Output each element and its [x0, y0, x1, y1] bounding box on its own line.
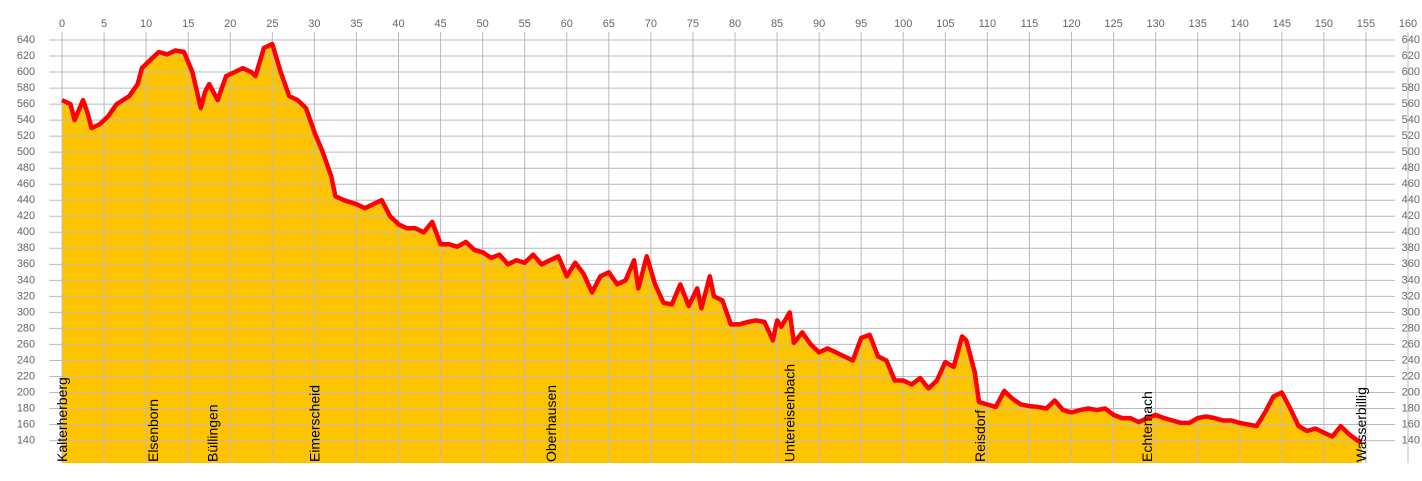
x-tick-label: 110 — [979, 18, 997, 30]
y-tick-label-right: 380 — [1402, 242, 1420, 254]
x-tick-label: 20 — [224, 18, 236, 30]
x-tick-label: 45 — [434, 18, 446, 30]
x-tick-label: 50 — [477, 18, 489, 30]
y-tick-label-right: 200 — [1402, 386, 1420, 398]
y-tick-label-right: 280 — [1402, 322, 1420, 334]
y-tick-label-right: 560 — [1402, 98, 1420, 110]
place-label: Kalterherberg — [54, 377, 70, 462]
x-tick-label: 30 — [308, 18, 320, 30]
y-tick-label: 580 — [17, 82, 35, 94]
y-tick-label: 620 — [17, 50, 35, 62]
y-tick-label: 140 — [17, 434, 35, 446]
y-tick-label-right: 180 — [1402, 402, 1420, 414]
x-tick-label: 160 — [1399, 18, 1417, 30]
y-tick-label: 400 — [17, 226, 35, 238]
x-tick-label: 0 — [59, 18, 65, 30]
y-tick-label-right: 580 — [1402, 82, 1420, 94]
y-tick-label-right: 460 — [1402, 178, 1420, 190]
y-tick-label: 280 — [17, 322, 35, 334]
y-tick-label: 180 — [17, 402, 35, 414]
x-tick-label: 140 — [1231, 18, 1249, 30]
x-tick-label: 40 — [392, 18, 404, 30]
y-tick-label: 360 — [17, 258, 35, 270]
x-tick-label: 150 — [1315, 18, 1333, 30]
place-label: Reisdorf — [972, 410, 988, 462]
y-tick-label: 540 — [17, 114, 35, 126]
y-tick-label-right: 480 — [1402, 162, 1420, 174]
place-label: Elsenborn — [145, 399, 161, 462]
x-tick-label: 75 — [687, 18, 699, 30]
y-tick-label-right: 400 — [1402, 226, 1420, 238]
x-tick-label: 70 — [645, 18, 657, 30]
place-label: Büllingen — [205, 404, 221, 462]
place-label: Wasserbillig — [1353, 387, 1369, 462]
x-tick-label: 55 — [519, 18, 531, 30]
y-tick-label: 460 — [17, 178, 35, 190]
x-tick-label: 80 — [729, 18, 741, 30]
place-label: Oberhausen — [543, 385, 559, 462]
x-tick-label: 135 — [1189, 18, 1207, 30]
y-tick-label: 600 — [17, 66, 35, 78]
y-tick-label: 640 — [17, 34, 35, 46]
y-tick-label: 300 — [17, 306, 35, 318]
x-tick-label: 65 — [603, 18, 615, 30]
place-label: Echternach — [1139, 391, 1155, 462]
y-tick-label-right: 420 — [1402, 210, 1420, 222]
y-tick-label: 220 — [17, 370, 35, 382]
y-tick-label-right: 320 — [1402, 290, 1420, 302]
x-tick-label: 130 — [1146, 18, 1164, 30]
y-tick-label: 320 — [17, 290, 35, 302]
y-tick-label-right: 620 — [1402, 50, 1420, 62]
y-tick-label-right: 140 — [1402, 434, 1420, 446]
y-tick-label: 440 — [17, 194, 35, 206]
x-tick-label: 105 — [936, 18, 954, 30]
x-tick-label: 5 — [101, 18, 107, 30]
x-tick-label: 35 — [350, 18, 362, 30]
y-tick-label: 500 — [17, 146, 35, 158]
y-tick-label-right: 360 — [1402, 258, 1420, 270]
x-tick-label: 155 — [1357, 18, 1375, 30]
y-tick-label-right: 260 — [1402, 338, 1420, 350]
y-tick-label: 520 — [17, 130, 35, 142]
y-tick-label: 480 — [17, 162, 35, 174]
y-tick-label-right: 440 — [1402, 194, 1420, 206]
y-tick-label: 340 — [17, 274, 35, 286]
y-tick-label-right: 640 — [1402, 34, 1420, 46]
x-tick-label: 120 — [1062, 18, 1080, 30]
elevation-line — [61, 41, 1363, 445]
x-tick-label: 100 — [894, 18, 912, 30]
y-tick-label-right: 300 — [1402, 306, 1420, 318]
y-tick-label-right: 540 — [1402, 114, 1420, 126]
x-tick-label: 90 — [813, 18, 825, 30]
x-tick-label: 115 — [1021, 18, 1039, 30]
y-tick-label-right: 340 — [1402, 274, 1420, 286]
y-tick-label: 240 — [17, 354, 35, 366]
x-tick-label: 145 — [1273, 18, 1291, 30]
x-tick-label: 15 — [182, 18, 194, 30]
y-tick-label-right: 220 — [1402, 370, 1420, 382]
place-label: Eimerscheid — [306, 385, 322, 462]
y-tick-label-right: 600 — [1402, 66, 1420, 78]
y-tick-label-right: 500 — [1402, 146, 1420, 158]
y-tick-label: 420 — [17, 210, 35, 222]
x-tick-label: 85 — [771, 18, 783, 30]
y-tick-label-right: 240 — [1402, 354, 1420, 366]
y-tick-label-right: 520 — [1402, 130, 1420, 142]
x-tick-label: 125 — [1104, 18, 1122, 30]
x-tick-label: 10 — [140, 18, 152, 30]
x-tick-label: 60 — [561, 18, 573, 30]
y-tick-label-right: 160 — [1402, 418, 1420, 430]
y-tick-label: 560 — [17, 98, 35, 110]
y-tick-label: 380 — [17, 242, 35, 254]
x-tick-label: 25 — [266, 18, 278, 30]
y-tick-label: 260 — [17, 338, 35, 350]
x-tick-label: 95 — [855, 18, 867, 30]
y-tick-label: 200 — [17, 386, 35, 398]
y-tick-label: 160 — [17, 418, 35, 430]
elevation-area — [62, 44, 1362, 463]
place-label: Untereisenbach — [782, 364, 798, 462]
